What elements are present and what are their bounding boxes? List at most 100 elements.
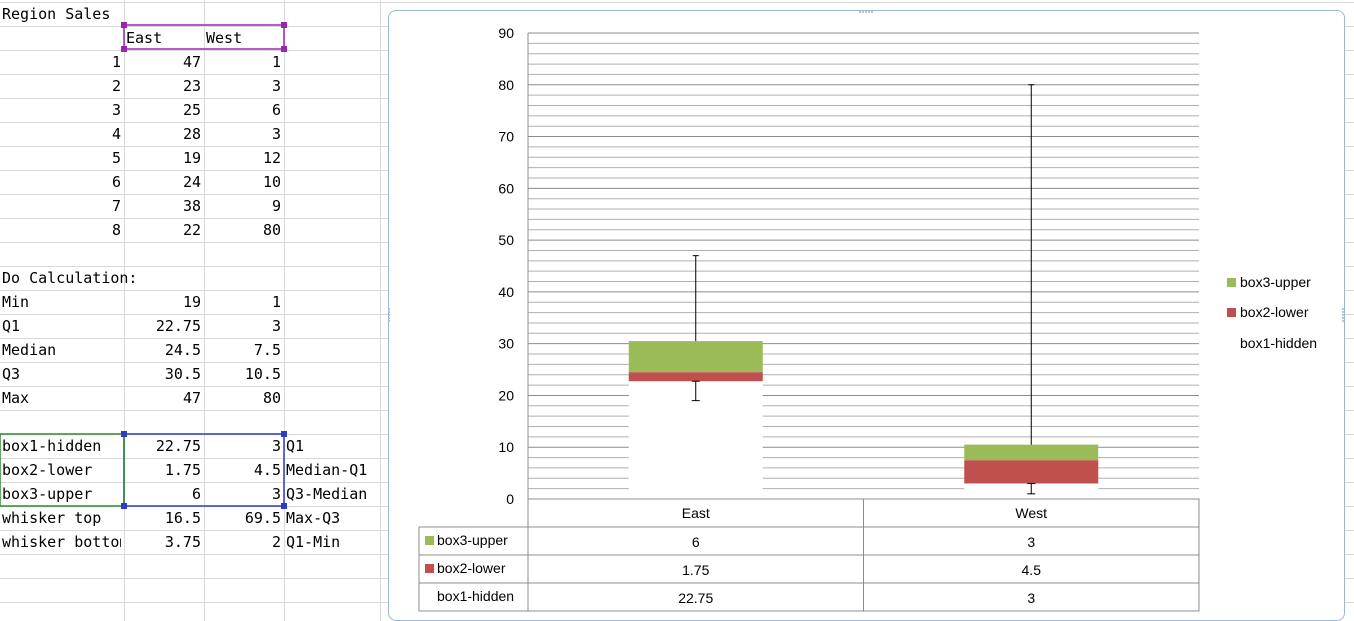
formula-note-cell[interactable]: Q3-Median (286, 485, 368, 503)
data-table-row-label: box3-upper (437, 532, 508, 548)
stat-label-cell[interactable]: Q1 (2, 317, 21, 335)
east-value-cell[interactable]: 22 (182, 221, 201, 239)
y-tick-label: 10 (498, 439, 514, 455)
formula-note-cell[interactable]: Max-Q3 (286, 509, 341, 527)
range-handle[interactable] (121, 22, 127, 28)
header-range-highlight (123, 24, 285, 50)
y-tick-label: 70 (498, 129, 514, 145)
row-index-cell[interactable]: 1 (111, 53, 121, 71)
east-box-cell[interactable]: 22.75 (155, 437, 201, 455)
west-box-cell[interactable]: 4.5 (253, 461, 281, 479)
east-value-cell[interactable]: 23 (182, 77, 201, 95)
row-index-cell[interactable]: 6 (111, 173, 121, 191)
range-handle[interactable] (281, 46, 287, 52)
west-box-cell[interactable]: 3 (271, 485, 281, 503)
stat-label-cell[interactable]: Q3 (2, 365, 21, 383)
bar-segment-box3-upper (964, 444, 1099, 461)
sheet-title-cell[interactable]: Region Sales (2, 5, 111, 23)
y-tick-label: 0 (506, 491, 514, 507)
box-label-cell[interactable]: whisker bottom (2, 533, 121, 551)
west-value-cell[interactable]: 10 (262, 173, 281, 191)
frame-resize-handle (389, 308, 390, 310)
range-handle[interactable] (121, 431, 127, 437)
west-box-cell[interactable]: 3 (271, 437, 281, 455)
east-value-cell[interactable]: 38 (182, 197, 201, 215)
formula-note-cell[interactable]: Median-Q1 (286, 461, 368, 479)
box-plot-chart[interactable]: 0 10 20 30 40 50 60 70 80 90 East West box3-upper 6 3 b… (388, 10, 1345, 621)
row-index-cell[interactable]: 4 (111, 125, 121, 143)
frame-resize-handle (389, 317, 390, 319)
header-cell-east[interactable]: East (126, 29, 163, 47)
east-box-cell[interactable]: 3.75 (164, 533, 201, 551)
data-table-value: 22.75 (678, 590, 713, 606)
formula-note-cell[interactable]: Q1-Min (286, 533, 341, 551)
range-handle[interactable] (281, 431, 287, 437)
frame-resize-handle (865, 11, 867, 13)
west-stat-cell[interactable]: 10.5 (244, 365, 281, 383)
east-box-cell[interactable]: 1.75 (164, 461, 201, 479)
calc-title-cell[interactable]: Do Calculation: (2, 269, 138, 287)
frame-resize-handle (1342, 311, 1344, 313)
east-box-cell[interactable]: 16.5 (164, 509, 201, 527)
header-cell-west[interactable]: West (206, 29, 243, 47)
y-tick-label: 80 (498, 77, 514, 93)
east-stat-cell[interactable]: 47 (182, 389, 201, 407)
stat-label-cell[interactable]: Min (2, 293, 30, 311)
row-index-cell[interactable]: 5 (111, 149, 121, 167)
row-index-cell[interactable]: 2 (111, 77, 121, 95)
frame-resize-handle (389, 311, 390, 313)
box-label-cell[interactable]: box2-lower (2, 461, 93, 479)
range-handle[interactable] (121, 503, 127, 509)
box-label-cell[interactable]: whisker top (2, 509, 102, 527)
bar-segment-box3-upper (628, 341, 763, 373)
row-index-cell[interactable]: 7 (111, 197, 121, 215)
west-box-cell[interactable]: 2 (271, 533, 281, 551)
frame-resize-handle (871, 11, 873, 13)
east-value-cell[interactable]: 47 (182, 53, 201, 71)
data-table-value: 3 (1027, 590, 1035, 606)
east-stat-cell[interactable]: 22.75 (155, 317, 201, 335)
east-stat-cell[interactable]: 30.5 (164, 365, 201, 383)
frame-resize-handle (1342, 317, 1344, 319)
frame-resize-handle (859, 11, 861, 13)
row-index-cell[interactable]: 3 (111, 101, 121, 119)
stat-label-cell[interactable]: Median (2, 341, 57, 359)
east-box-cell[interactable]: 6 (191, 485, 201, 503)
legend-label: box3-upper (1240, 274, 1311, 290)
east-stat-cell[interactable]: 19 (182, 293, 201, 311)
west-value-cell[interactable]: 3 (271, 125, 281, 143)
west-value-cell[interactable]: 9 (271, 197, 281, 215)
east-value-cell[interactable]: 19 (182, 149, 201, 167)
west-stat-cell[interactable]: 1 (271, 293, 281, 311)
chart-canvas: 0 10 20 30 40 50 60 70 80 90 East West box3-upper 6 3 b… (389, 11, 1344, 612)
row-index-cell[interactable]: 8 (111, 221, 121, 239)
frame-resize-handle (1342, 308, 1344, 310)
category-label: West (1015, 505, 1047, 521)
west-stat-cell[interactable]: 80 (262, 389, 281, 407)
formula-note-cell[interactable]: Q1 (286, 437, 305, 455)
east-value-cell[interactable]: 28 (182, 125, 201, 143)
range-handle[interactable] (281, 503, 287, 509)
frame-resize-handle (389, 320, 390, 322)
east-value-cell[interactable]: 25 (182, 101, 201, 119)
west-box-cell[interactable]: 69.5 (244, 509, 281, 527)
west-value-cell[interactable]: 6 (271, 101, 281, 119)
box-label-cell[interactable]: box1-hidden (2, 437, 102, 455)
legend-swatch (1227, 308, 1236, 317)
y-tick-label: 50 (498, 232, 514, 248)
range-handle[interactable] (121, 46, 127, 52)
west-stat-cell[interactable]: 7.5 (253, 341, 281, 359)
east-value-cell[interactable]: 24 (182, 173, 201, 191)
data-table-value: 6 (692, 534, 700, 550)
west-value-cell[interactable]: 1 (271, 53, 281, 71)
data-table-body (418, 526, 1200, 612)
west-stat-cell[interactable]: 3 (271, 317, 281, 335)
legend-swatch (1227, 278, 1236, 287)
east-stat-cell[interactable]: 24.5 (164, 341, 201, 359)
box-label-cell[interactable]: box3-upper (2, 485, 93, 503)
west-value-cell[interactable]: 3 (271, 77, 281, 95)
stat-label-cell[interactable]: Max (2, 389, 30, 407)
west-value-cell[interactable]: 80 (262, 221, 281, 239)
west-value-cell[interactable]: 12 (262, 149, 281, 167)
range-handle[interactable] (281, 22, 287, 28)
